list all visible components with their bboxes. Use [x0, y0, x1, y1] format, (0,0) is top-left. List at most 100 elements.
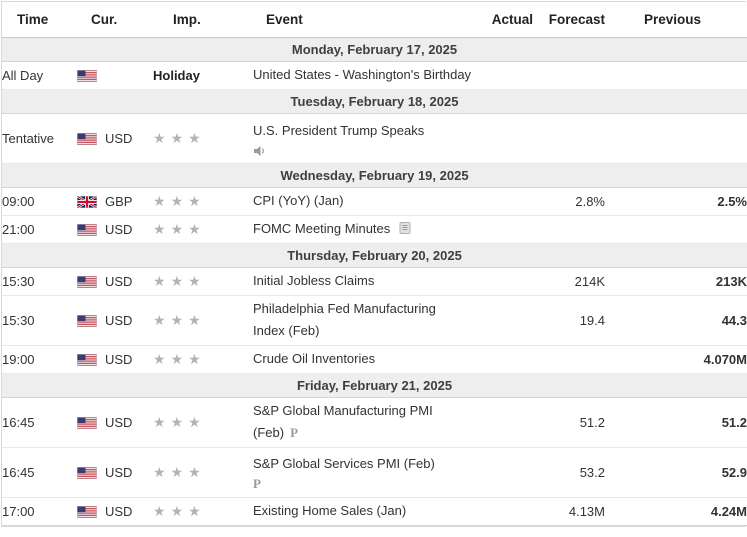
day-header-label: Friday, February 21, 2025: [2, 372, 747, 398]
actual-value: [468, 215, 533, 244]
previous-value: [605, 113, 747, 164]
event-row[interactable]: 21:00 USD ★ ★ ★ FOMC Meeting Minutes: [2, 215, 747, 244]
actual-value: [468, 267, 533, 296]
previous-value: 4.24M: [605, 497, 747, 526]
holiday-label: Holiday: [153, 67, 200, 83]
event-row[interactable]: 16:45 USD ★ ★ ★ S&P Global Services PMI (F…: [2, 447, 747, 498]
col-header-previous: Previous: [605, 2, 747, 38]
currency-code: GBP: [105, 193, 133, 209]
us-flag-icon: [76, 353, 98, 366]
actual-value: [468, 295, 533, 346]
day-header-label: Monday, February 17, 2025: [2, 36, 747, 62]
event-time: 09:00: [2, 187, 77, 216]
currency-code: USD: [105, 273, 133, 289]
event-name[interactable]: Crude Oil Inventories: [253, 351, 376, 366]
importance-stars: ★ ★ ★: [153, 272, 201, 289]
event-time: 19:00: [2, 345, 77, 374]
importance-stars: ★ ★ ★: [153, 413, 201, 430]
importance-stars: ★ ★ ★: [153, 463, 201, 480]
col-header-currency: Cur.: [77, 2, 153, 38]
currency-code: USD: [105, 312, 133, 328]
previous-value: [605, 215, 747, 244]
event-time: 16:45: [2, 447, 77, 498]
day-header-row: Friday, February 21, 2025: [2, 372, 747, 398]
actual-value: [468, 345, 533, 374]
event-row[interactable]: All Day Holiday United States - Washingt…: [2, 61, 747, 90]
event-row[interactable]: 16:45 USD ★ ★ ★ S&P Global Manufacturing P…: [2, 397, 747, 448]
previous-value: 213K: [605, 267, 747, 296]
previous-value: 52.9: [605, 447, 747, 498]
event-name[interactable]: U.S. President Trump Speaks: [253, 122, 425, 138]
day-header-label: Wednesday, February 19, 2025: [2, 162, 747, 188]
col-header-time: Time: [2, 2, 77, 38]
event-name[interactable]: Existing Home Sales (Jan): [253, 503, 407, 518]
forecast-value: 214K: [533, 267, 605, 296]
forecast-value: 4.13M: [533, 497, 605, 526]
event-row[interactable]: 17:00 USD ★ ★ ★ Existing Home Sales (Jan) …: [2, 497, 747, 526]
event-time: All Day: [2, 61, 77, 90]
forecast-value: 2.8%: [533, 187, 605, 216]
speaker-icon[interactable]: [253, 144, 468, 157]
event-name[interactable]: CPI (YoY) (Jan): [253, 193, 344, 208]
us-flag-icon: [76, 69, 98, 82]
event-row[interactable]: 09:00 GBP ★ ★ ★ CPI (YoY) (Jan) 2.8% 2.5%: [2, 187, 747, 216]
event-name[interactable]: FOMC Meeting Minutes: [253, 221, 391, 236]
forecast-value: [533, 345, 605, 374]
col-header-actual: Actual: [468, 2, 533, 38]
event-row[interactable]: 15:30 USD ★ ★ ★ Philadelphia Fed Manufactu…: [2, 295, 747, 346]
event-time: 17:00: [2, 497, 77, 526]
day-header-label: Thursday, February 20, 2025: [2, 242, 747, 268]
previous-value: 4.070M: [605, 345, 747, 374]
previous-value: 51.2: [605, 397, 747, 448]
event-time: 21:00: [2, 215, 77, 244]
currency-code: USD: [105, 351, 133, 367]
actual-value: [468, 187, 533, 216]
gb-flag-icon: [77, 196, 97, 208]
us-flag-icon: [76, 223, 98, 236]
event-name[interactable]: S&P Global Services PMI (Feb): [253, 455, 435, 471]
preliminary-icon: P: [290, 425, 299, 440]
event-time: Tentative: [2, 113, 77, 164]
col-header-importance: Imp.: [153, 2, 253, 38]
col-header-event: Event: [253, 2, 468, 38]
us-flag-icon: [76, 314, 98, 327]
currency-code: USD: [105, 503, 133, 519]
forecast-value: 19.4: [533, 295, 605, 346]
day-header-label: Tuesday, February 18, 2025: [2, 88, 747, 114]
importance-stars: ★ ★ ★: [153, 220, 201, 237]
currency-code: USD: [105, 414, 133, 430]
event-row[interactable]: Tentative USD ★ ★ ★ U.S. President Trump S…: [2, 113, 747, 164]
event-row[interactable]: 19:00 USD ★ ★ ★ Crude Oil Inventories 4.07…: [2, 345, 747, 374]
event-time: 15:30: [2, 267, 77, 296]
event-time: 15:30: [2, 295, 77, 346]
economic-calendar-table: Time Cur. Imp. Event Actual Forecast Pre…: [2, 2, 747, 526]
event-name[interactable]: United States - Washington's Birthday: [253, 67, 472, 82]
us-flag-icon: [76, 275, 98, 288]
currency-code: USD: [105, 464, 133, 480]
day-header-row: Wednesday, February 19, 2025: [2, 162, 747, 188]
report-icon[interactable]: [399, 222, 411, 234]
day-header-row: Tuesday, February 18, 2025: [2, 88, 747, 114]
economic-calendar: Time Cur. Imp. Event Actual Forecast Pre…: [1, 1, 747, 527]
forecast-value: [533, 215, 605, 244]
us-flag-icon: [76, 505, 98, 518]
column-header-row: Time Cur. Imp. Event Actual Forecast Pre…: [2, 2, 747, 38]
actual-value: [468, 447, 533, 498]
day-header-row: Thursday, February 20, 2025: [2, 242, 747, 268]
col-header-forecast: Forecast: [533, 2, 605, 38]
event-row[interactable]: 15:30 USD ★ ★ ★ Initial Jobless Claims 214…: [2, 267, 747, 296]
event-name[interactable]: S&P Global Manufacturing PMI (Feb): [253, 403, 433, 440]
forecast-value: [533, 113, 605, 164]
day-header-row: Monday, February 17, 2025: [2, 36, 747, 62]
importance-stars: ★ ★ ★: [153, 350, 201, 367]
event-time: 16:45: [2, 397, 77, 448]
us-flag-icon: [76, 416, 98, 429]
previous-value: 44.3: [605, 295, 747, 346]
us-flag-icon: [76, 466, 98, 479]
event-name[interactable]: Philadelphia Fed Manufacturing Index (Fe…: [253, 301, 436, 338]
actual-value: [468, 113, 533, 164]
importance-stars: ★ ★ ★: [153, 311, 201, 328]
importance-stars: ★ ★ ★: [153, 502, 201, 519]
currency-code: USD: [105, 221, 133, 237]
event-name[interactable]: Initial Jobless Claims: [253, 273, 375, 288]
